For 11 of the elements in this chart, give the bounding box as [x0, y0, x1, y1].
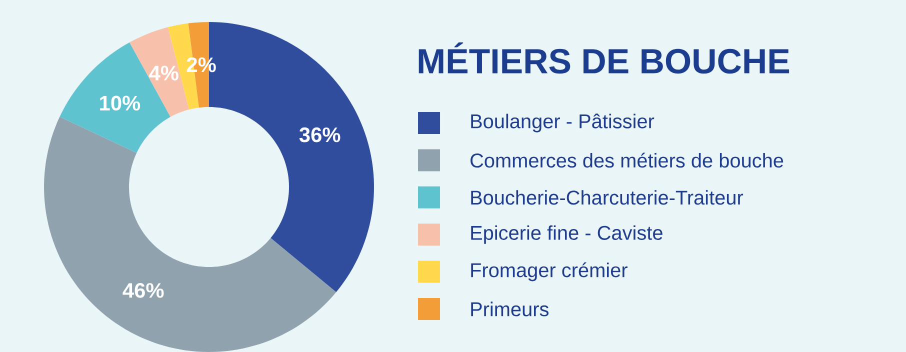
legend-label: Boucherie-Charcuterie-Traiteur — [471, 190, 744, 205]
legend-label: Primeurs — [471, 302, 548, 316]
data-label: 4% — [149, 66, 178, 80]
text: MÉTIERS DE BOUCHE — [418, 42, 790, 74]
data-label: 10% — [100, 96, 140, 111]
legend-label: Boulanger - Pâtissier — [471, 114, 654, 132]
data-label: 46% — [122, 283, 164, 298]
legend-label: Epicerie fine - Caviste — [471, 225, 662, 244]
data-label: 36% — [299, 127, 340, 142]
legend-label: Fromager crémier — [471, 262, 628, 282]
legend-label: Commerces des métiers de bouche — [470, 152, 784, 168]
